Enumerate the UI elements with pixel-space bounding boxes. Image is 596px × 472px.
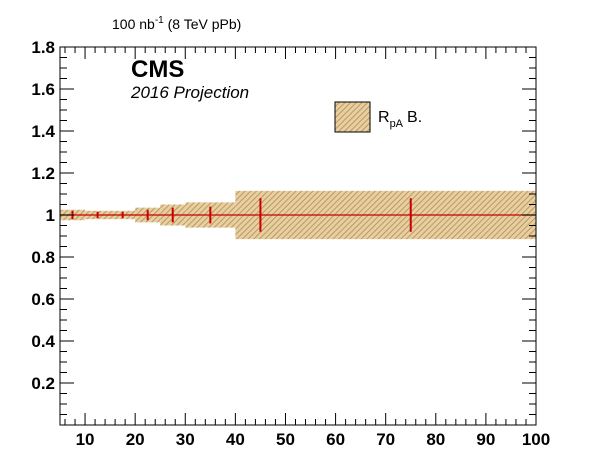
data-point-3 (135, 209, 161, 221)
legend-swatch (334, 101, 371, 133)
axes: 10 20 30 40 50 60 70 80 90 100 0.2 0.4 0.6 0.8 1 1.2 1.4… (31, 38, 550, 449)
data-point-4 (160, 207, 186, 223)
y-tick-label-5: 1.2 (31, 164, 55, 183)
lumi-label: 100 nb-1 (8 TeV pPb) (112, 15, 241, 32)
y-tick-label-6: 1.4 (31, 122, 55, 141)
x-tick-label-8: 90 (476, 430, 495, 449)
y-tick-label-3: 0.8 (31, 248, 55, 267)
y-tick-label-0: 0.2 (31, 374, 55, 393)
y-tick-label-2: 0.6 (31, 290, 55, 309)
data-point-2 (110, 211, 136, 219)
y-tick-label-1: 0.4 (31, 332, 55, 351)
x-tick-label-3: 40 (226, 430, 245, 449)
legend-label: RpA B. (378, 109, 422, 130)
x-tick-label-6: 70 (376, 430, 395, 449)
data-point-7 (285, 198, 536, 232)
data-points (60, 198, 536, 232)
y-tick-label-8: 1.8 (31, 38, 55, 57)
cms-label: CMS (131, 56, 184, 83)
x-tick-label-4: 50 (276, 430, 295, 449)
x-tick-label-7: 80 (426, 430, 445, 449)
x-tick-label-5: 60 (326, 430, 345, 449)
x-tick-label-2: 30 (176, 430, 195, 449)
legend: RpA B. (334, 101, 422, 133)
x-tick-label-9: 100 (522, 430, 550, 449)
x-tick-label-1: 20 (126, 430, 145, 449)
data-point-5 (185, 206, 236, 224)
data-point-1 (85, 211, 111, 219)
projection-label: 2016 Projection (130, 83, 249, 102)
data-point-6 (235, 198, 286, 232)
y-tick-label-7: 1.6 (31, 80, 55, 99)
x-tick-label-0: 10 (76, 430, 95, 449)
y-tick-label-4: 1 (46, 206, 55, 225)
